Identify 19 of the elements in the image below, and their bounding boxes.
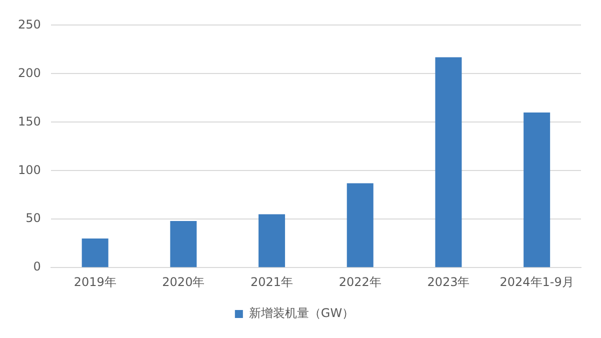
y-tick-label: 150: [18, 114, 41, 128]
x-tick-label: 2023年: [427, 274, 470, 289]
y-tick-label: 50: [26, 211, 41, 226]
y-tick-label: 250: [18, 17, 41, 32]
x-tick-label: 2024年1-9月: [500, 274, 574, 289]
y-tick-label: 100: [18, 162, 41, 177]
x-tick-label: 2021年: [250, 274, 294, 289]
bar: [346, 183, 374, 268]
x-tick-label: 2022年: [338, 274, 382, 289]
x-tick-label: 2019年: [74, 274, 116, 289]
bar: [82, 238, 108, 268]
bar: [524, 112, 550, 268]
legend-label: 新增装机量（GW）: [248, 306, 354, 320]
x-tick-label: 2020年: [162, 274, 205, 289]
y-tick-label: 200: [18, 66, 41, 80]
y-tick-label: 0: [33, 260, 41, 274]
bar: [170, 221, 197, 268]
bar: [258, 214, 286, 268]
bar: [435, 57, 462, 268]
